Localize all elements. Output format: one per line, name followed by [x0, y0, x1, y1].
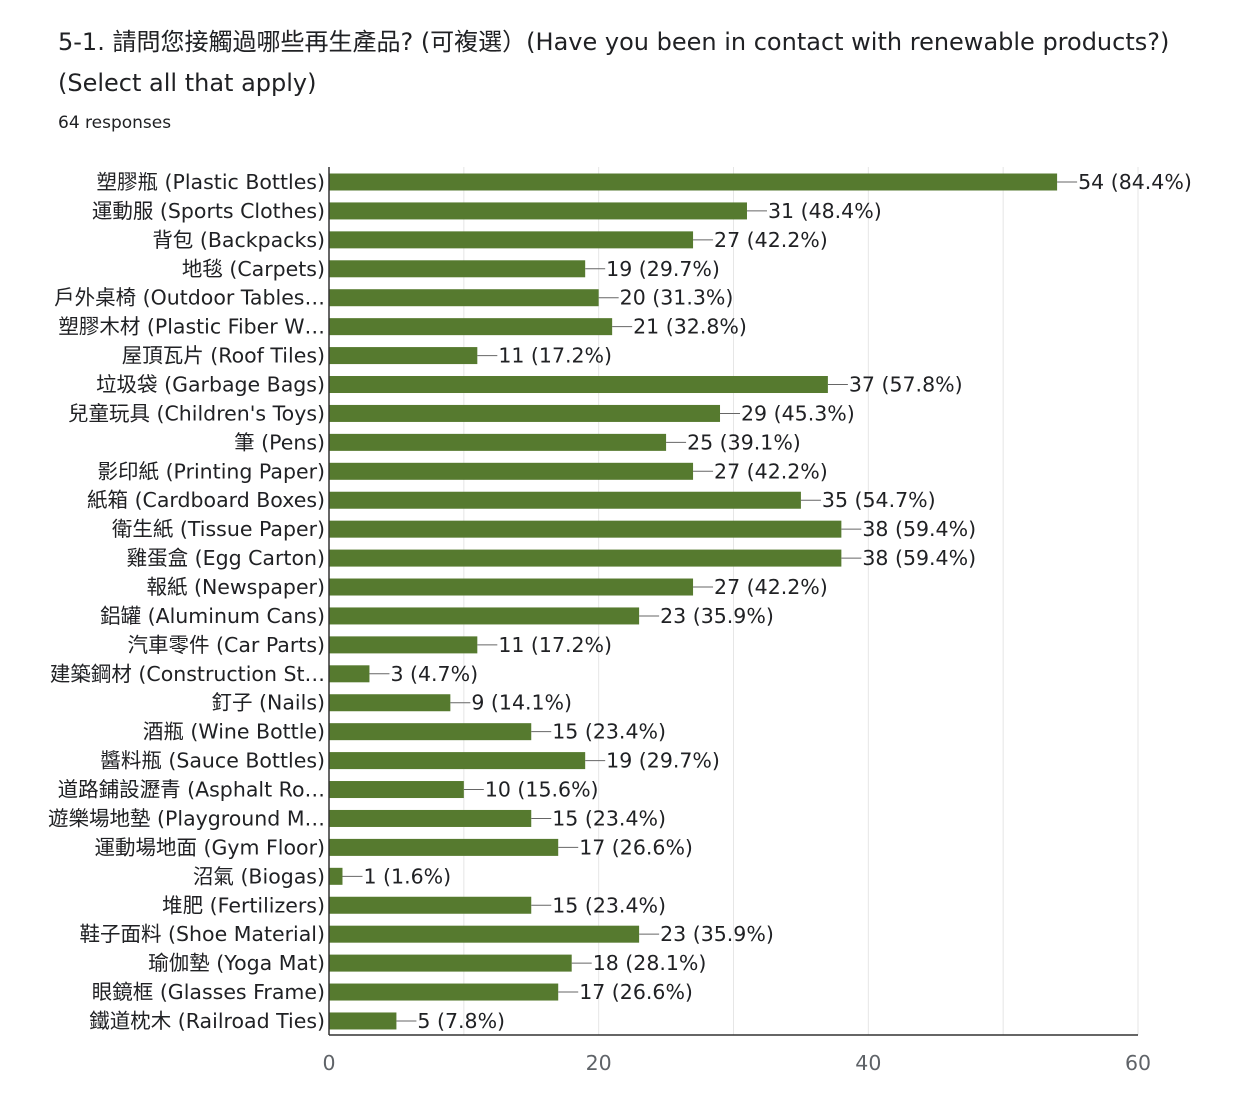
bar [329, 694, 451, 712]
category-label: 瑜伽墊 (Yoga Mat) [148, 951, 325, 975]
category-label: 鐵道枕木 (Railroad Ties) [89, 1009, 325, 1033]
category-label: 影印紙 (Printing Paper) [98, 459, 325, 483]
category-label: 遊樂場地墊 (Playground M… [48, 806, 325, 830]
value-label: 11 (17.2%) [498, 344, 612, 368]
category-label: 衛生紙 (Tissue Paper) [112, 517, 325, 541]
value-label: 23 (35.9%) [660, 922, 774, 946]
bar [329, 954, 572, 972]
category-label: 道路鋪設瀝青 (Asphalt Ro… [58, 778, 325, 802]
category-label: 堆肥 (Fertilizers) [162, 893, 325, 917]
bar [329, 896, 532, 914]
category-label: 鞋子面料 (Shoe Material) [80, 922, 325, 946]
bar [329, 520, 842, 538]
category-label: 塑膠木材 (Plastic Fiber W… [58, 315, 325, 339]
value-label: 27 (42.2%) [714, 459, 828, 483]
value-label: 54 (84.4%) [1078, 170, 1192, 194]
value-label: 31 (48.4%) [768, 199, 882, 223]
value-label: 29 (45.3%) [741, 401, 855, 425]
x-tick-label: 20 [586, 1051, 612, 1075]
bar [329, 867, 343, 885]
bar [329, 607, 640, 625]
value-label: 25 (39.1%) [687, 430, 801, 454]
category-label: 釘子 (Nails) [212, 691, 325, 715]
category-label: 戶外桌椅 (Outdoor Tables… [54, 286, 325, 310]
bar [329, 173, 1058, 191]
category-label: 背包 (Backpacks) [152, 228, 325, 252]
x-tick-label: 40 [855, 1051, 881, 1075]
category-label: 垃圾袋 (Garbage Bags) [96, 373, 325, 397]
bar [329, 318, 613, 336]
bar [329, 781, 464, 799]
bar [329, 752, 586, 770]
value-label: 20 (31.3%) [620, 286, 734, 310]
bar [329, 838, 559, 856]
category-label: 兒童玩具 (Children's Toys) [68, 401, 325, 425]
category-label: 屋頂瓦片 (Roof Tiles) [122, 344, 325, 368]
category-label: 建築鋼材 (Construction St… [50, 662, 325, 686]
response-count: 64 responses [58, 113, 172, 133]
category-label: 眼鏡框 (Glasses Frame) [92, 980, 325, 1004]
chart-header: 5-1. 請問您接觸過哪些再生產品? (可複選）(Have you been i… [58, 22, 1228, 134]
value-label: 27 (42.2%) [714, 228, 828, 252]
bar [329, 1012, 397, 1030]
value-label: 38 (59.4%) [862, 517, 976, 541]
value-label: 1 (1.6%) [363, 864, 451, 888]
value-label: 15 (23.4%) [552, 806, 666, 830]
value-label: 18 (28.1%) [593, 951, 707, 975]
category-label: 汽車零件 (Car Parts) [128, 633, 325, 657]
category-label: 地毯 (Carpets) [182, 257, 325, 281]
bar [329, 260, 586, 278]
category-label: 運動服 (Sports Clothes) [92, 199, 325, 223]
bar [329, 433, 667, 451]
bar [329, 636, 478, 654]
bar [329, 809, 532, 827]
value-label: 21 (32.8%) [633, 315, 747, 339]
bar [329, 462, 694, 480]
bar [329, 723, 532, 741]
value-label: 9 (14.1%) [471, 691, 572, 715]
value-label: 15 (23.4%) [552, 720, 666, 744]
value-label: 37 (57.8%) [849, 373, 963, 397]
bar [329, 376, 828, 394]
category-label: 雞蛋盒 (Egg Carton) [127, 546, 325, 570]
bar [329, 202, 747, 220]
category-label: 報紙 (Newspaper) [146, 575, 325, 599]
bar [329, 289, 599, 307]
chart-title: 5-1. 請問您接觸過哪些再生產品? (可複選）(Have you been i… [58, 28, 1170, 97]
bar [329, 983, 559, 1001]
category-label: 筆 (Pens) [234, 430, 325, 454]
value-label: 19 (29.7%) [606, 749, 720, 773]
value-label: 15 (23.4%) [552, 893, 666, 917]
value-label: 38 (59.4%) [862, 546, 976, 570]
value-label: 5 (7.8%) [417, 1009, 505, 1033]
value-label: 17 (26.6%) [579, 980, 693, 1004]
category-label: 鋁罐 (Aluminum Cans) [100, 604, 325, 628]
value-label: 27 (42.2%) [714, 575, 828, 599]
category-label: 運動場地面 (Gym Floor) [94, 835, 325, 859]
value-label: 17 (26.6%) [579, 835, 693, 859]
category-label: 沼氣 (Biogas) [193, 864, 325, 888]
bar [329, 231, 694, 249]
bar [329, 404, 721, 422]
bar [329, 347, 478, 365]
category-label: 塑膠瓶 (Plastic Bottles) [96, 170, 325, 194]
bar [329, 578, 694, 596]
value-label: 10 (15.6%) [485, 778, 599, 802]
value-label: 19 (29.7%) [606, 257, 720, 281]
value-label: 23 (35.9%) [660, 604, 774, 628]
bar [329, 665, 370, 683]
bar [329, 491, 801, 509]
value-label: 11 (17.2%) [498, 633, 612, 657]
category-label: 紙箱 (Cardboard Boxes) [87, 488, 325, 512]
bar [329, 549, 842, 567]
category-label: 酒瓶 (Wine Bottle) [143, 720, 325, 744]
value-label: 3 (4.7%) [390, 662, 478, 686]
x-tick-label: 60 [1125, 1051, 1151, 1075]
x-tick-label: 0 [322, 1051, 335, 1075]
category-label: 醬料瓶 (Sauce Bottles) [100, 749, 325, 773]
value-label: 35 (54.7%) [822, 488, 936, 512]
bar [329, 925, 640, 943]
